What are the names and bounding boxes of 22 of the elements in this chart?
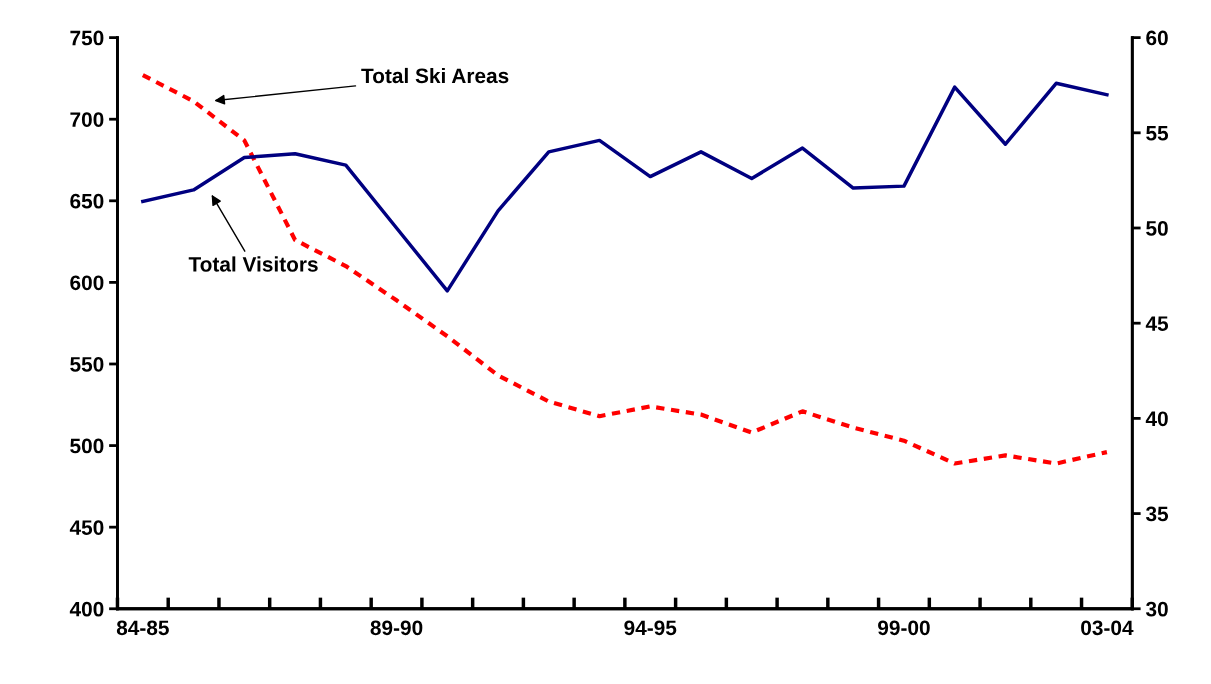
y-tick-label: 650 [70,193,104,209]
y2-tick-label: 55 [1146,126,1169,141]
y-tick-label: 400 [69,601,104,617]
y2-tick-label: 35 [1145,506,1169,522]
y-tick-label: 600 [70,275,104,291]
annotation: Total Visitors [188,256,318,272]
y2-tick-label: 40 [1145,411,1168,427]
y-tick-label: 750 [70,30,104,46]
x-tick-label: 94-95 [624,620,677,636]
x-tick-label: 03-04 [1081,620,1134,636]
y2-tick-label: 45 [1145,316,1169,331]
y-tick-label: 550 [70,356,104,372]
y-tick-label: 450 [69,520,104,535]
y-tick-label: 500 [70,438,104,454]
y2-tick-label: 60 [1146,30,1168,46]
y-tick-label: 700 [70,112,104,127]
y2-tick-label: 30 [1145,601,1168,617]
x-tick-label: 99-00 [878,620,930,636]
x-tick-label: 89-90 [370,620,423,636]
y2-tick-label: 50 [1146,221,1168,236]
annotation: Total Ski Areas [361,67,509,84]
x-tick-label: 84-85 [116,620,169,636]
